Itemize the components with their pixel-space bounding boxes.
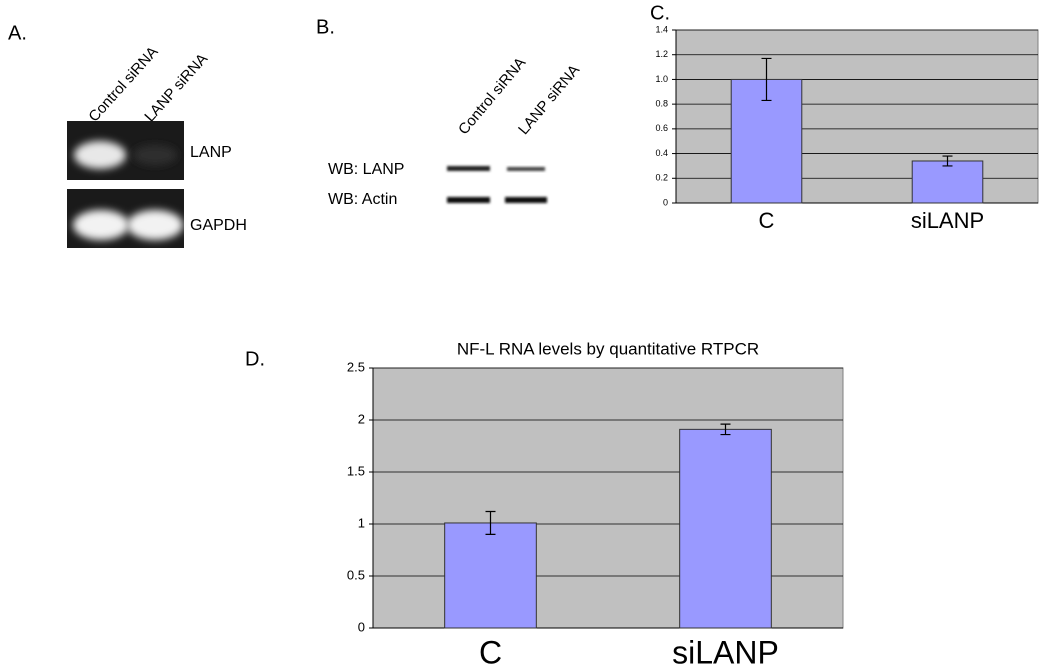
figure: A. Control siRNA LANP siRNA LANP GAPDH B… [0, 0, 1050, 672]
plot-area [676, 30, 1038, 203]
blot-band [447, 166, 490, 171]
band-label: GAPDH [190, 217, 247, 234]
gel-band [73, 210, 129, 240]
y-tick-label: 2.5 [347, 359, 365, 374]
y-tick-label: 1 [358, 515, 365, 530]
bar [680, 429, 772, 628]
panel-label: C. [650, 2, 670, 24]
y-tick-label: 1.2 [655, 49, 668, 59]
x-tick-label: C [759, 208, 775, 233]
y-tick-label: 0.4 [655, 148, 668, 158]
y-tick-label: 1.4 [655, 24, 668, 34]
bar [445, 523, 537, 628]
bar [912, 161, 983, 203]
blot-band [507, 167, 545, 171]
panel-label: B. [316, 16, 335, 38]
x-tick-label: siLANP [911, 208, 984, 233]
y-tick-label: 0 [358, 619, 365, 634]
x-tick-label: siLANP [672, 634, 779, 670]
blot-band [447, 197, 490, 203]
gel-band [127, 210, 183, 240]
band-label: WB: LANP [328, 161, 404, 178]
y-tick-label: 0 [663, 197, 668, 207]
y-tick-label: 1.5 [347, 463, 365, 478]
band-label: LANP [190, 144, 232, 161]
x-tick-label: C [479, 634, 502, 670]
chart-title: NF-L RNA levels by quantitative RTPCR [457, 339, 759, 358]
gel-band [133, 145, 177, 165]
y-tick-label: 1.0 [655, 74, 668, 84]
plot-area [373, 368, 843, 628]
panel-label: D. [245, 348, 265, 370]
panel-label: A. [8, 22, 27, 44]
y-tick-label: 0.6 [655, 123, 668, 133]
band-label: WB: Actin [328, 191, 397, 208]
y-tick-label: 0.2 [655, 173, 668, 183]
blot-band [505, 197, 547, 203]
y-tick-label: 2 [358, 411, 365, 426]
y-tick-label: 0.8 [655, 99, 668, 109]
gel-band [74, 141, 126, 169]
lane-label: LANP siRNA [515, 62, 583, 138]
y-tick-label: 0.5 [347, 567, 365, 582]
